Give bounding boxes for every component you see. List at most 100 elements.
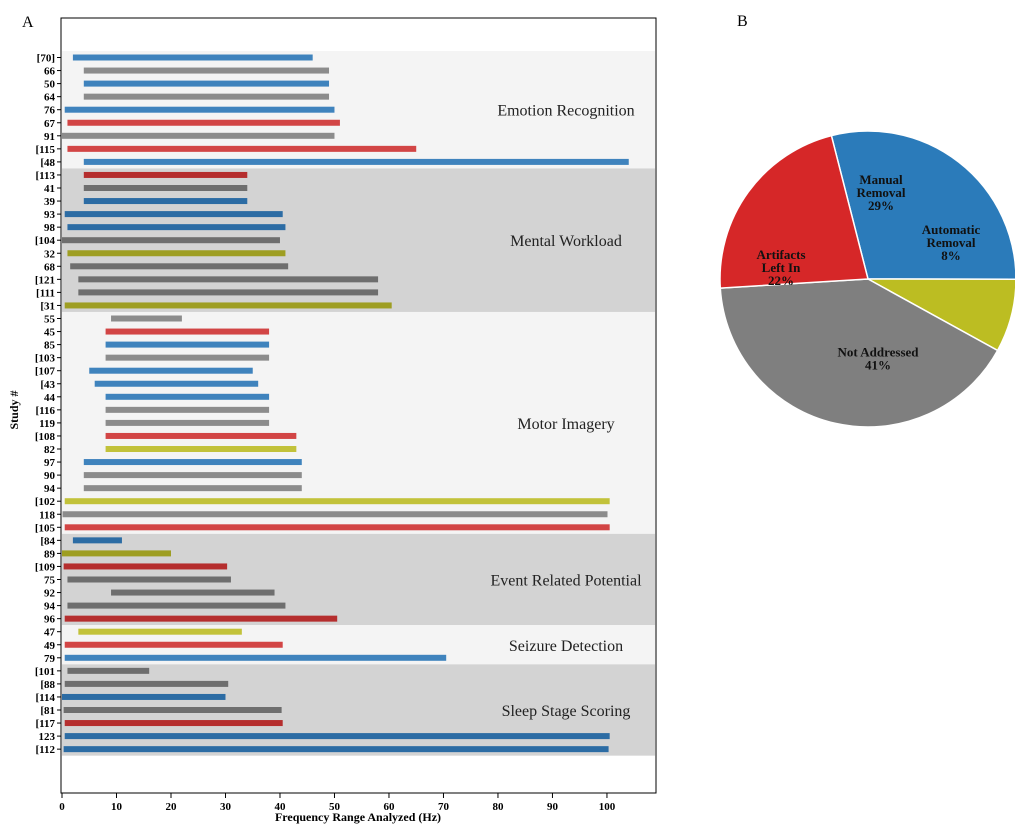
group-label: Sleep Stage Scoring (502, 703, 631, 720)
study-label: 41 (44, 183, 55, 195)
study-label: 82 (44, 444, 56, 456)
study-label: 55 (44, 314, 56, 326)
study-label: [107 (35, 366, 56, 378)
x-axis-title: Frequency Range Analyzed (Hz) (275, 810, 441, 824)
pie-slice-label: Removal (856, 185, 905, 200)
x-tick-label: 80 (492, 801, 504, 813)
study-label: [31 (40, 300, 55, 312)
range-bar (67, 224, 286, 231)
range-bar (67, 119, 340, 126)
study-label: 75 (44, 575, 56, 587)
range-bar (62, 511, 608, 518)
x-tick-label: 50 (329, 801, 341, 813)
study-label: [70] (37, 53, 55, 65)
study-label: [108 (35, 431, 56, 443)
study-label: [117 (35, 718, 55, 730)
x-tick-label: 20 (165, 801, 177, 813)
range-bar (67, 602, 286, 609)
study-label: 85 (44, 340, 56, 352)
study-label: 44 (44, 392, 56, 404)
study-label: [81 (40, 705, 55, 717)
study-label: [105 (35, 522, 56, 534)
range-bar (62, 132, 335, 139)
range-bar (64, 524, 610, 531)
range-bar (64, 106, 335, 113)
range-bar (67, 576, 231, 583)
range-bar (105, 446, 297, 452)
study-label: [114 (35, 692, 55, 704)
study-label: [103 (35, 353, 56, 365)
range-bar (64, 641, 283, 648)
range-bar (83, 472, 302, 479)
range-bar (105, 328, 270, 335)
range-bar (62, 237, 280, 244)
x-tick-label: 90 (547, 801, 559, 813)
study-label: [48 (40, 157, 55, 169)
range-bar (111, 315, 182, 322)
study-label: 96 (44, 614, 56, 626)
study-label: 93 (44, 209, 56, 221)
range-bar (105, 406, 270, 413)
study-label: 94 (44, 483, 56, 495)
y-tick-labels: [70]665064766791[115[48[11341399398[1043… (35, 53, 61, 756)
x-axis-ticks: 0 10 20 30 40 50 60 70 80 90 100 (59, 793, 616, 813)
study-label: 64 (44, 92, 56, 104)
study-label: 89 (44, 548, 56, 560)
range-bar (83, 80, 330, 87)
range-bar (83, 67, 330, 74)
range-bar (105, 354, 270, 361)
range-bar (64, 654, 447, 661)
range-bar (105, 341, 270, 348)
group-label: Emotion Recognition (497, 103, 634, 120)
pie-slice-label: 41% (865, 358, 891, 373)
study-label: 32 (44, 248, 56, 260)
pie-slice-label: Removal (926, 235, 975, 250)
pie-slice-label: Not Addressed (837, 345, 919, 360)
study-label: [115 (35, 144, 55, 156)
range-bar (67, 145, 417, 152)
study-label: 79 (44, 653, 56, 665)
study-label: 119 (39, 418, 55, 430)
range-bar (64, 720, 283, 727)
study-label: [113 (35, 170, 55, 182)
study-label: 118 (39, 509, 55, 521)
pie-slice-label: Artifacts (756, 247, 805, 262)
range-bar (83, 198, 248, 205)
range-bar (67, 250, 286, 257)
study-label: [101 (35, 666, 55, 678)
group-label: Event Related Potential (490, 573, 642, 590)
bar-chart: Emotion Recognition Mental Workload Motor … (7, 17, 657, 824)
range-bar (63, 746, 609, 753)
range-bar (83, 171, 248, 178)
study-label: [109 (35, 561, 56, 573)
range-bar (105, 432, 297, 439)
range-bar (72, 54, 313, 61)
pie-slice-label: Automatic (922, 222, 981, 237)
study-label: [88 (40, 679, 55, 691)
range-bar (72, 537, 122, 544)
panel-label-b: B (737, 13, 748, 30)
range-bar (64, 733, 610, 740)
range-bar (62, 693, 226, 700)
x-tick-label: 0 (59, 801, 65, 813)
range-bar (64, 302, 392, 309)
study-label: 91 (44, 131, 55, 143)
group-label: Mental Workload (510, 233, 622, 250)
pie-slice (719, 134, 869, 289)
study-label: [43 (40, 379, 55, 391)
range-bar (63, 707, 282, 713)
study-label: [121 (35, 274, 55, 286)
study-label: [112 (35, 744, 55, 756)
study-label: 90 (44, 470, 56, 482)
range-bar (63, 563, 228, 570)
range-bar (111, 589, 275, 596)
x-tick-label: 10 (111, 801, 123, 813)
range-bar (78, 628, 242, 635)
range-bar (78, 289, 379, 296)
pie-slices (719, 130, 1015, 428)
study-label: 39 (44, 196, 56, 208)
study-label: 92 (44, 588, 56, 600)
